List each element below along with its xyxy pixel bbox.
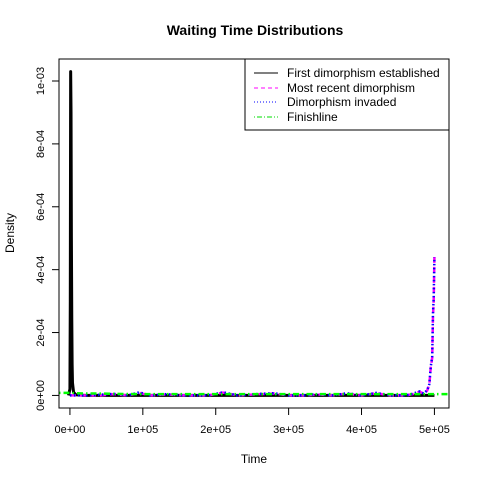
x-tick-label: 3e+05 [273,424,304,436]
y-tick-label: 8e-04 [35,130,47,158]
y-tick-label: 4e-04 [35,256,47,284]
x-tick-label: 5e+05 [419,424,450,436]
series-line-finishline [59,391,449,396]
series-line-invaded [69,257,436,397]
series-line-most-recent [69,257,436,397]
y-tick-label: 6e-04 [35,193,47,221]
y-tick-label: 1e-03 [35,67,47,95]
legend: First dimorphism established Most recent… [244,58,450,131]
legend-box [244,58,450,131]
y-tick-label: 2e-04 [35,318,47,346]
x-tick-label: 4e+05 [346,424,377,436]
legend-label-invaded: Dimorphism invaded [287,95,396,109]
x-tick-label: 2e+05 [200,424,231,436]
y-axis: 0e+00 2e-04 4e-04 6e-04 8e-04 1e-03 [35,67,60,411]
y-tick-label: 0e+00 [35,380,47,411]
x-axis: 0e+00 1e+05 2e+05 3e+05 4e+05 5e+05 [54,407,450,436]
x-axis-label: Time [241,452,268,466]
x-tick-label: 1e+05 [127,424,158,436]
series-layer [59,70,449,397]
legend-label-most-recent: Most recent dimorphism [287,81,415,95]
legend-label-first-dimorphism: First dimorphism established [287,66,440,80]
x-tick-label: 0e+00 [54,424,85,436]
legend-label-finishline: Finishline [287,110,338,124]
chart-title: Waiting Time Distributions [167,22,344,38]
y-axis-label: Density [3,213,17,253]
